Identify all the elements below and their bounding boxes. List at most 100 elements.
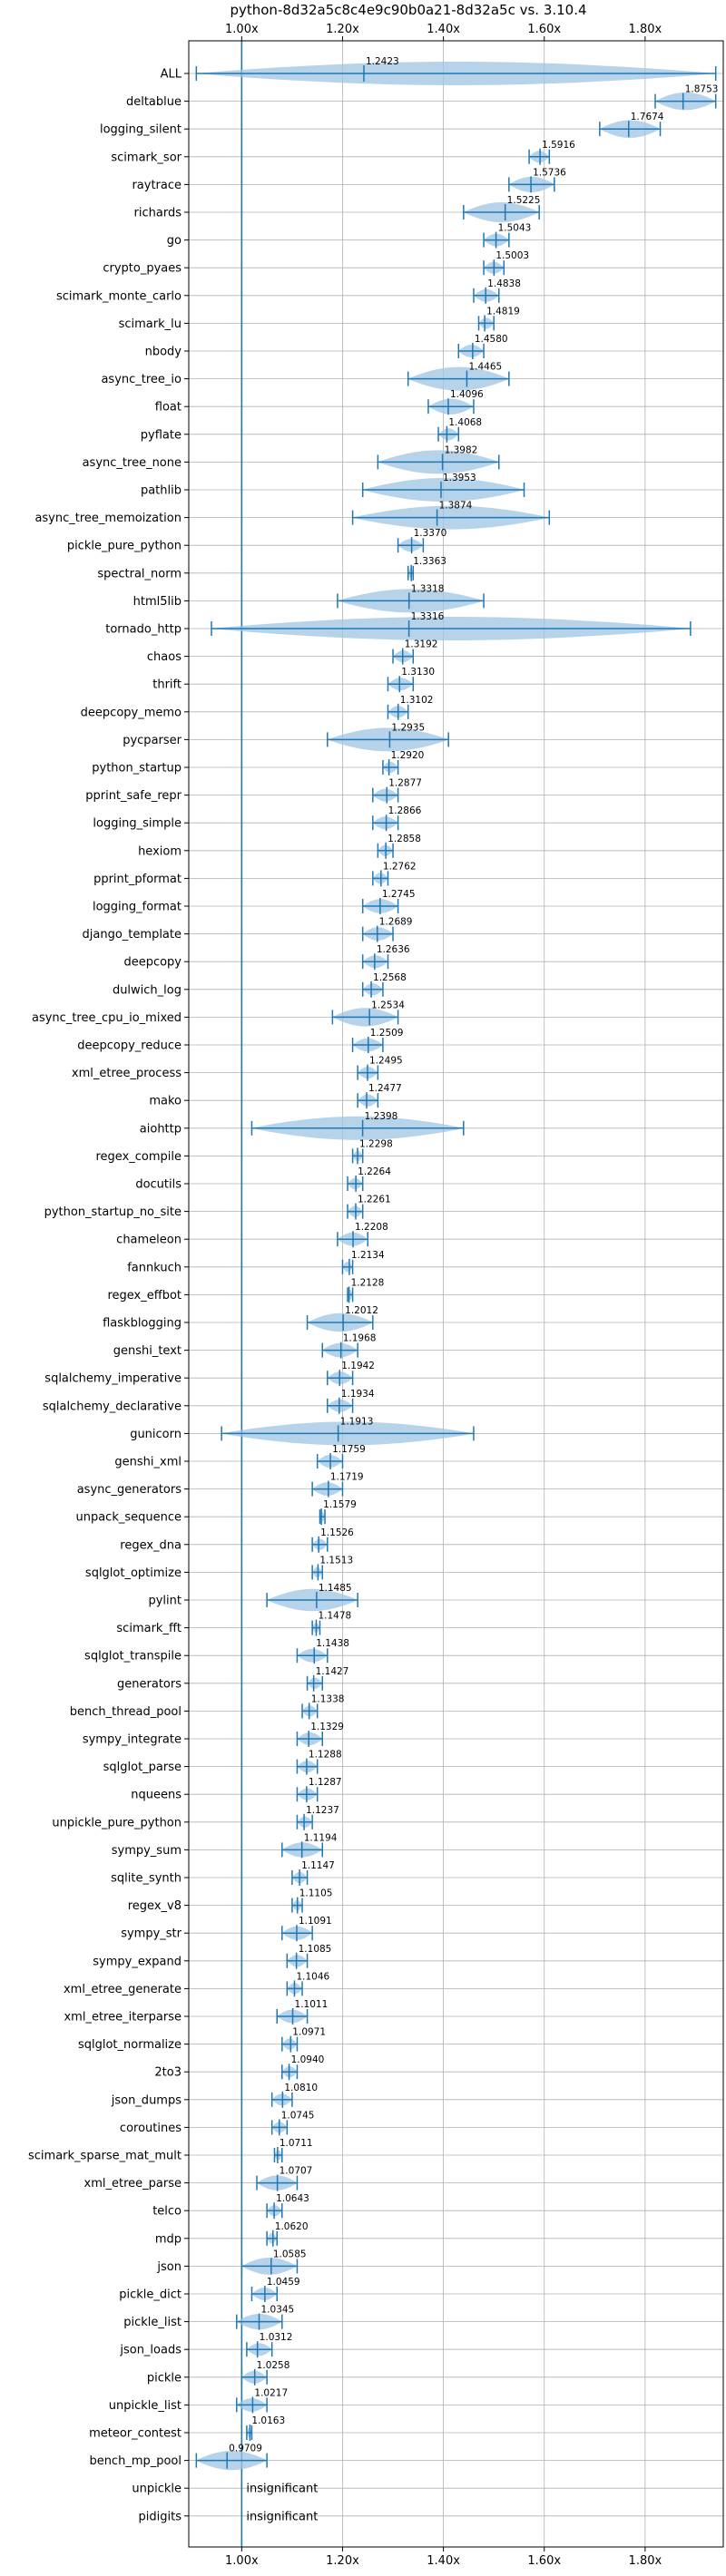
y-tick-label: django_template — [83, 928, 182, 942]
value-label: 1.1968 — [343, 1333, 377, 1344]
value-label: 1.1934 — [341, 1389, 375, 1400]
y-tick-label: sqlglot_parse — [103, 1761, 182, 1774]
y-tick-label: aiohttp — [140, 1122, 182, 1136]
value-label: 1.5225 — [507, 195, 541, 206]
y-tick-label: pickle_dict — [119, 2288, 182, 2302]
value-label: 1.1194 — [304, 1832, 338, 1843]
y-tick-label: deepcopy_reduce — [77, 1039, 182, 1053]
value-label: 1.1329 — [310, 1722, 344, 1732]
y-tick-label: logging_silent — [100, 123, 182, 137]
value-label: 1.1513 — [319, 1555, 353, 1566]
value-label: 1.4580 — [475, 334, 508, 345]
y-tick-label: logging_simple — [93, 817, 182, 831]
y-tick-label: sqlglot_normalize — [78, 2038, 182, 2052]
y-tick-label: async_tree_memoization — [34, 512, 182, 525]
y-tick-label: genshi_text — [113, 1344, 182, 1358]
y-tick-label: telco — [152, 2205, 182, 2219]
x-tick-label-bottom: 1.00x — [225, 2554, 259, 2568]
value-label: 1.1105 — [299, 1888, 333, 1899]
y-tick-label: sqlglot_optimize — [85, 1566, 182, 1580]
value-label: 1.3370 — [414, 528, 447, 539]
value-label: 1.2477 — [368, 1083, 402, 1094]
plot-frame — [188, 40, 724, 2548]
y-tick-label: sympy_integrate — [83, 1733, 182, 1747]
y-tick-label: richards — [134, 207, 182, 220]
value-label: 1.4465 — [468, 362, 502, 373]
y-tick-label: regex_v8 — [128, 1899, 182, 1913]
y-tick-label: json_loads — [119, 2344, 182, 2357]
y-tick-label: xml_etree_parse — [84, 2177, 182, 2191]
value-label: 1.0940 — [291, 2054, 325, 2065]
value-label: 1.4068 — [448, 417, 482, 428]
y-tick-label: pickle_list — [123, 2316, 182, 2329]
value-label: 1.0711 — [280, 2138, 313, 2149]
value-label: 1.1579 — [323, 1499, 357, 1510]
y-tick-label: mdp — [155, 2232, 182, 2246]
y-tick-label: fannkuch — [127, 1261, 182, 1274]
value-label: 1.2423 — [366, 56, 399, 67]
value-label: 1.7674 — [631, 112, 664, 122]
value-label: 1.0258 — [257, 2360, 290, 2371]
x-tick-label-bottom: 1.40x — [427, 2554, 460, 2568]
y-tick-label: sqlalchemy_declarative — [43, 1400, 182, 1413]
y-tick-label: logging_format — [93, 901, 182, 914]
value-label: 1.0459 — [267, 2277, 300, 2288]
y-tick-label: scimark_monte_carlo — [56, 289, 182, 303]
y-tick-label: pyflate — [141, 428, 182, 442]
y-tick-label: ALL — [161, 68, 182, 82]
x-tick-label-top: 1.40x — [427, 23, 460, 36]
value-label: 1.2534 — [371, 1000, 405, 1010]
y-tick-label: python_startup — [92, 762, 182, 776]
value-label: 1.0312 — [260, 2332, 293, 2343]
x-tick-label-top: 1.80x — [629, 23, 662, 36]
value-label: 1.2935 — [391, 722, 425, 733]
y-tick-label: coroutines — [120, 2122, 182, 2135]
value-label: 1.2208 — [355, 1222, 388, 1233]
y-tick-label: flaskblogging — [103, 1317, 182, 1331]
y-tick-label: json_dumps — [111, 2093, 182, 2107]
value-label: 1.1438 — [316, 1638, 349, 1649]
value-label: 1.0345 — [261, 2305, 295, 2316]
y-tick-label: pycparser — [123, 734, 182, 747]
x-tick-label-bottom: 1.60x — [527, 2554, 561, 2568]
y-tick-label: pickle_pure_python — [67, 540, 182, 553]
y-tick-label: sqlite_synth — [111, 1872, 182, 1886]
y-tick-label: crypto_pyaes — [103, 262, 182, 276]
value-label: 1.5003 — [495, 250, 529, 261]
y-tick-label: scimark_fft — [116, 1622, 182, 1635]
value-label: 1.1287 — [309, 1777, 342, 1788]
value-label: 0.9709 — [229, 2444, 262, 2454]
y-tick-label: xml_etree_process — [72, 1067, 182, 1080]
value-label: 1.3130 — [401, 667, 435, 678]
x-tick-label-top: 1.60x — [527, 23, 561, 36]
value-label: 1.0585 — [273, 2249, 307, 2259]
y-tick-label: unpickle_pure_python — [52, 1816, 182, 1830]
value-label: 1.8753 — [685, 84, 719, 95]
y-tick-label: sqlalchemy_imperative — [44, 1372, 182, 1386]
y-tick-label: chameleon — [116, 1234, 182, 1247]
value-label: 1.2745 — [382, 889, 416, 900]
y-tick-label: pidigits — [139, 2510, 182, 2523]
value-label: 1.1147 — [301, 1860, 335, 1871]
value-label: 1.2398 — [365, 1111, 398, 1122]
y-tick-label: pathlib — [141, 484, 182, 498]
y-tick-label: mako — [149, 1095, 182, 1108]
chart-title: python-8d32a5c8c4e9c90b0a21-8d32a5c vs. … — [230, 2, 587, 18]
value-label: 1.1338 — [311, 1693, 345, 1704]
value-label: 1.1485 — [319, 1583, 352, 1594]
value-label: 1.3363 — [413, 556, 446, 567]
y-tick-label: async_tree_none — [83, 456, 182, 470]
value-label: 1.0620 — [275, 2221, 309, 2232]
value-label: 1.1719 — [330, 1472, 364, 1483]
y-tick-label: gunicorn — [130, 1428, 182, 1441]
value-label: 1.1478 — [318, 1611, 351, 1622]
y-tick-label: dulwich_log — [113, 983, 182, 997]
y-tick-label: xml_etree_generate — [64, 1983, 182, 1996]
value-label: 1.2012 — [345, 1305, 378, 1316]
y-tick-label: pylint — [148, 1595, 182, 1608]
value-label: 1.5043 — [498, 223, 532, 234]
y-tick-label: async_tree_io — [101, 373, 182, 386]
y-tick-label: scimark_sor — [111, 151, 182, 164]
value-label: 1.2762 — [383, 861, 417, 872]
